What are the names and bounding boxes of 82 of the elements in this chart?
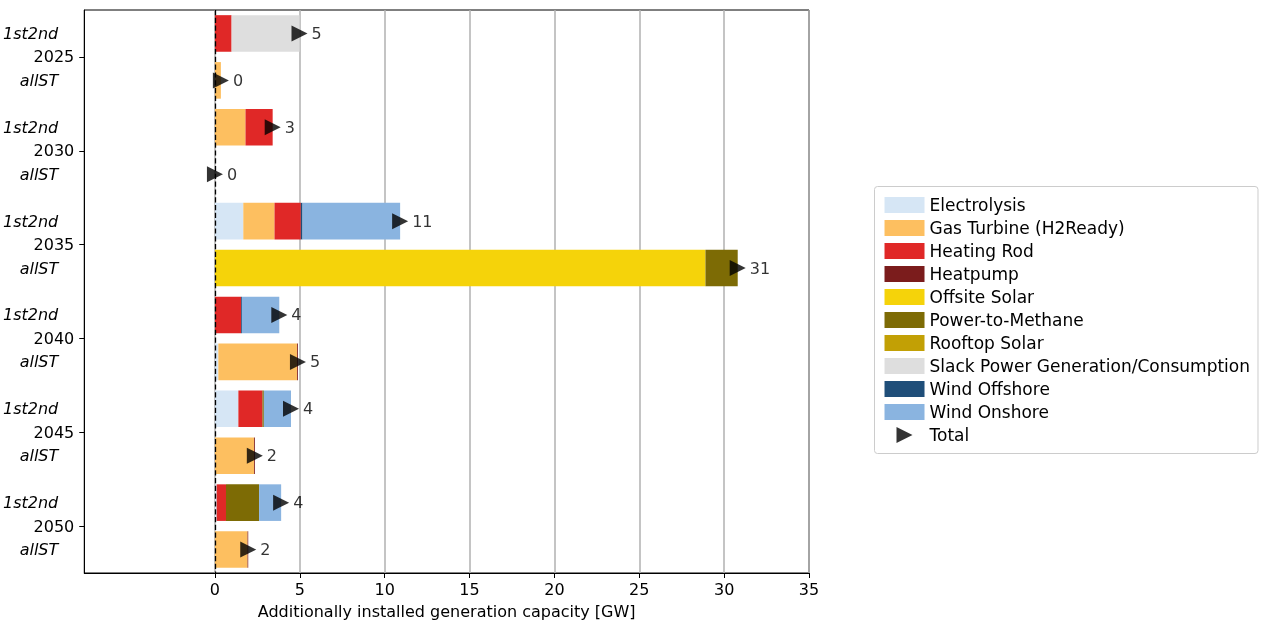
x-tick-label: 5 [294,579,305,599]
text: 2030 [33,141,75,161]
y-tick-label: 1st2nd [3,23,60,43]
bar [214,531,248,568]
point [729,260,746,277]
data-label: 5 [309,352,321,372]
point [282,400,299,417]
data-label: 0 [226,164,238,184]
x-tick-label: 30 [713,579,735,599]
y-tick-label: allST [19,446,60,466]
y-tick-label: allST [19,164,60,184]
legend-label: Wind Onshore [929,402,1049,422]
x-axis-title: Additionally installed generation capacity [GW] [257,601,636,621]
legend-label: Wind Offshore [929,379,1050,399]
y-tick-label: 1st2nd [3,117,60,137]
legend-label: Rooftop Solar [929,333,1044,353]
x-tick-label: 20 [544,579,565,599]
y-tick-label: allST [19,70,60,90]
bar [214,202,244,240]
data-label: 5 [311,23,322,43]
bar [302,202,401,240]
text: 2035 [33,235,75,255]
data-label: 4 [291,305,302,325]
point [206,166,223,183]
bar [263,390,291,428]
legend-label: Slack Power Generation/Consumption [929,356,1251,376]
y-tick-label: allST [19,352,60,372]
point [264,119,281,136]
point [271,306,288,323]
bar [274,202,301,240]
data-label: 31 [749,258,771,278]
bar [214,437,254,475]
y-tick-label: allST [19,258,60,278]
point [392,213,409,230]
y-tick-label: 1st2nd [3,211,60,231]
bar [218,343,298,381]
text: 2045 [33,422,75,442]
data-label: 0 [232,70,244,90]
point [289,353,306,370]
x-tick-label: 0 [209,579,221,599]
y-tick-label: 1st2nd [3,399,60,419]
text: 2025 [33,47,75,67]
point [240,541,257,558]
data-label: 2 [260,540,271,560]
bar [214,249,706,287]
bar [705,249,738,287]
legend-label: Offsite Solar [929,287,1035,307]
data-label: 11 [412,211,433,231]
y-tick-label: 1st2nd [3,493,60,513]
legend-label: Gas Turbine (H2Ready) [929,218,1125,238]
point [246,447,263,464]
bar [225,484,260,521]
y-tick-label: 1st2nd [3,305,60,325]
legend-label: Electrolysis [929,195,1026,215]
bar [214,108,246,146]
bar [214,15,232,52]
point [212,72,229,89]
point [273,494,290,511]
legend-label: Heatpump [929,264,1019,284]
data-label: 4 [302,399,314,419]
legend-label: Heating Rod [929,241,1034,261]
x-tick-label: 15 [459,579,480,599]
legend-label: Total [928,425,970,445]
text: 2040 [33,328,75,348]
x-tick-label: 25 [629,579,650,599]
bar [241,296,280,334]
data-label: 2 [266,446,278,466]
x-tick-label: 35 [798,579,820,599]
y-tick-label: allST [19,540,60,560]
bar [214,296,242,334]
point [291,25,308,42]
x-tick-label: 10 [374,579,395,599]
data-label: 4 [293,493,304,513]
legend-label: Power-to-Methane [929,310,1084,330]
bar [243,202,275,240]
bar [245,108,273,146]
bar [216,484,226,521]
data-label: 3 [284,117,295,137]
bar [231,15,300,52]
text: 2050 [33,516,75,536]
bar [214,390,239,428]
bar [238,390,263,428]
